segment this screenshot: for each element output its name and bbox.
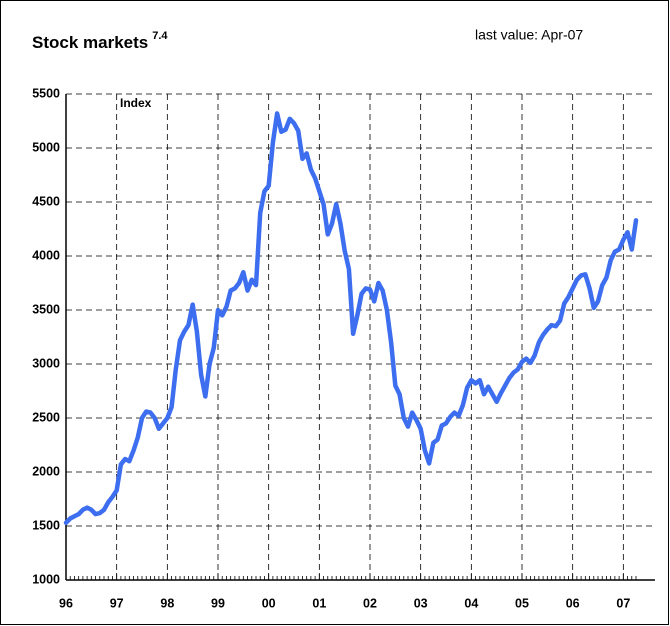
y-tick-label: 3000 (32, 356, 60, 370)
x-tick-label: 96 (59, 596, 73, 610)
y-tick-label: 4000 (32, 248, 60, 262)
x-tick-label: 97 (110, 596, 124, 610)
x-tick-label: 05 (515, 596, 529, 610)
series-line (63, 111, 639, 526)
x-tick-label: 04 (464, 596, 478, 610)
y-tick-label: 3500 (32, 302, 60, 316)
y-tick-label: 4500 (32, 194, 60, 208)
x-tick-label: 07 (616, 596, 630, 610)
y-tick-label: 2000 (32, 464, 60, 478)
y-tick-label: 5000 (32, 140, 60, 154)
title-superscript: 7.4 (152, 30, 168, 42)
subtitle: last value: Apr-07 (475, 27, 583, 43)
x-tick-label: 03 (414, 596, 428, 610)
x-tick-label: 02 (363, 596, 377, 610)
x-tick-label: 06 (566, 596, 580, 610)
y-tick-label: 2500 (32, 410, 60, 424)
chart-title: Stock markets 7.4 (32, 30, 168, 53)
x-tick-label: 00 (262, 596, 276, 610)
y-tick-label: 1000 (32, 572, 60, 586)
y-tick-label: 1500 (32, 518, 60, 532)
x-tick-label: 98 (160, 596, 174, 610)
x-tick-label: 99 (211, 596, 225, 610)
title-text: Stock markets (32, 33, 148, 52)
x-tick-label: 01 (312, 596, 326, 610)
y-axis-label: Index (120, 96, 152, 110)
y-tick-label: 5500 (32, 86, 60, 100)
